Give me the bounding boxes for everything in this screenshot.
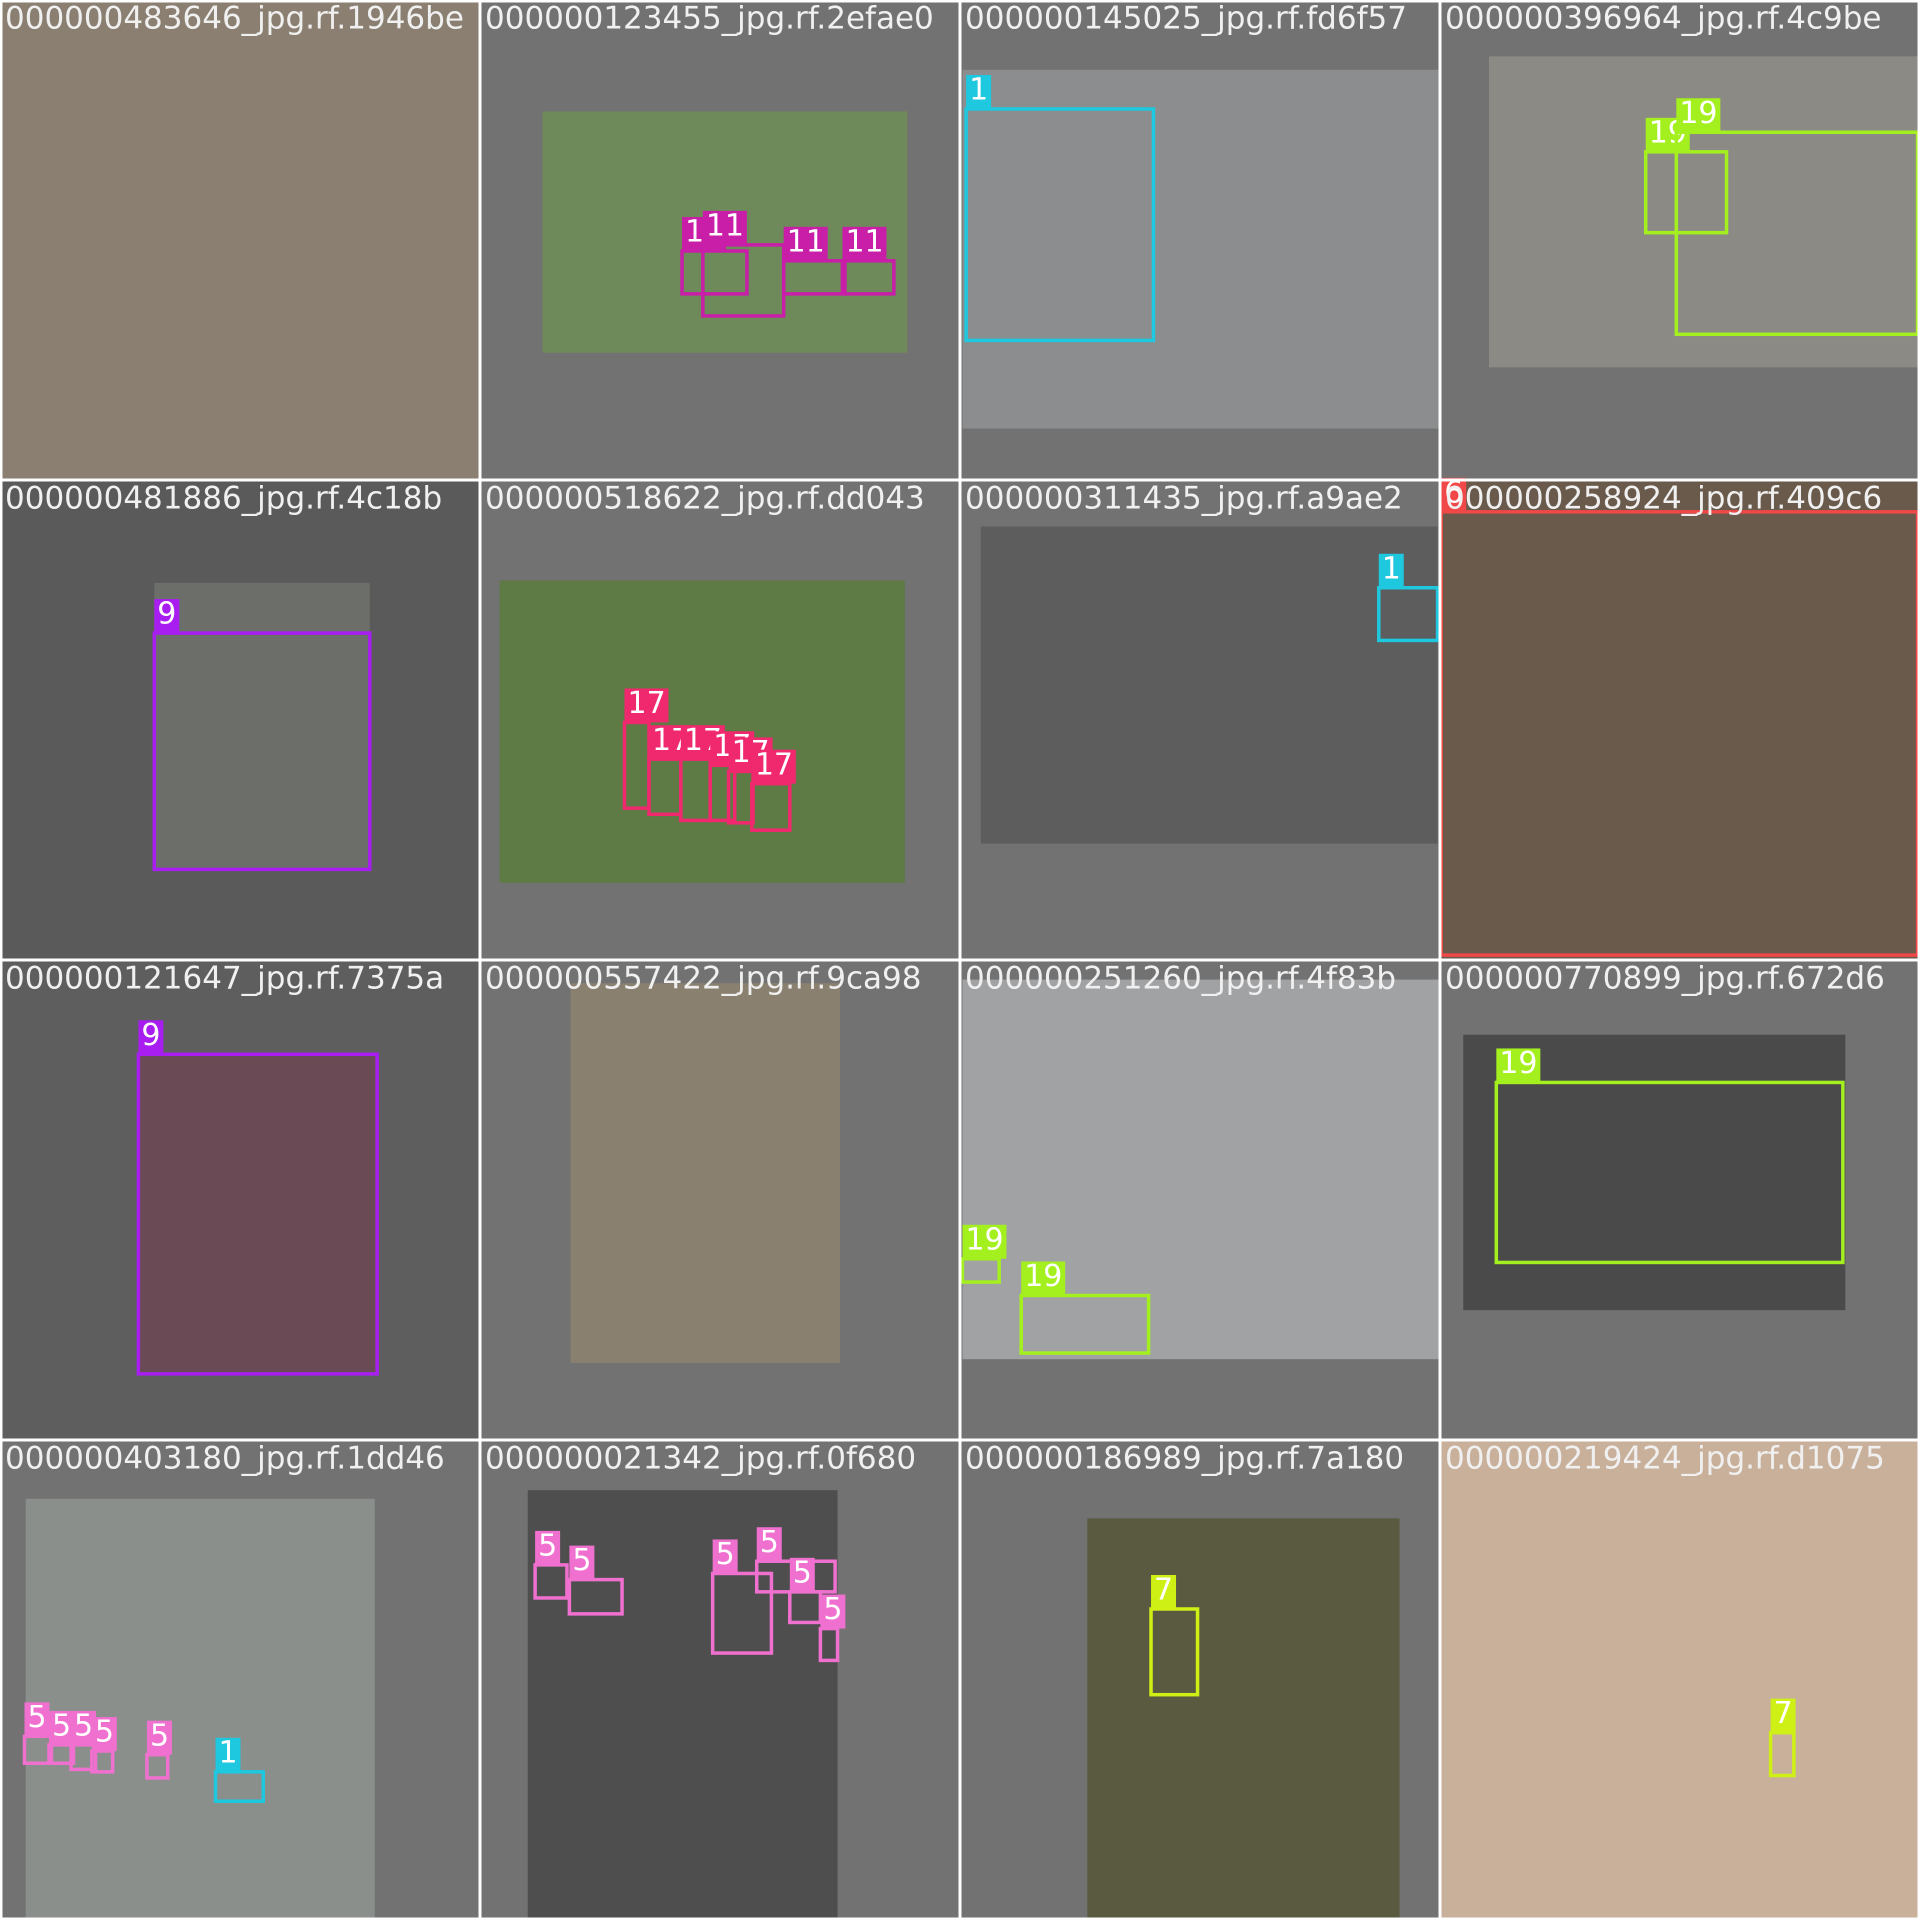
bounding-box: [1377, 586, 1440, 643]
class-label: 19: [1679, 96, 1717, 131]
class-label: 5: [716, 1537, 735, 1572]
label-tag: [1378, 553, 1404, 588]
label-tag: [751, 749, 796, 784]
filename: 000000186989_jpg.rf.7a180: [965, 1440, 1404, 1476]
image: [962, 979, 1439, 1360]
label-tag: [966, 74, 992, 109]
label-tag: [24, 1702, 50, 1737]
label-tag: [624, 688, 669, 723]
label-tag: [535, 1530, 561, 1565]
label-tag: [962, 1224, 1007, 1259]
image: [1441, 1440, 1920, 1920]
class-label: 6: [1444, 475, 1463, 510]
image: [962, 69, 1439, 429]
bounding-box: [136, 1052, 379, 1376]
class-label: 7: [1774, 1696, 1793, 1731]
class-label: 5: [760, 1525, 779, 1560]
bounding-box: [1019, 1293, 1151, 1355]
label-tag: [91, 1717, 117, 1752]
bounding-box: [1494, 1080, 1845, 1265]
filename: 000000311435_jpg.rf.a9ae2: [965, 480, 1403, 516]
class-label: 5: [95, 1715, 114, 1750]
class-label: 17: [627, 686, 665, 721]
class-label: 5: [823, 1592, 842, 1627]
image: [154, 582, 370, 870]
filename: 000000121647_jpg.rf.7375a: [5, 960, 444, 996]
filename: 000000481886_jpg.rf.4c18b: [5, 480, 442, 516]
filename: 000000123455_jpg.rf.2efae0: [485, 0, 934, 36]
class-label: 9: [141, 1018, 160, 1053]
image: [0, 0, 480, 480]
label-tag: [783, 226, 828, 261]
class-label: 17: [755, 747, 793, 782]
filename: 000000483646_jpg.rf.1946be: [5, 0, 464, 36]
image: [1441, 480, 1920, 960]
label-tag: [1151, 1574, 1177, 1609]
class-label: 19: [965, 1222, 1003, 1257]
label-tag: [842, 226, 887, 261]
bounding-box: [964, 107, 1156, 343]
class-label: 11: [845, 224, 883, 259]
filename: 000000145025_jpg.rf.fd6f57: [965, 0, 1407, 36]
filename: 000000396964_jpg.rf.4c9be: [1445, 0, 1882, 36]
label-tag: [215, 1737, 241, 1772]
filename: 000000021342_jpg.rf.0f680: [485, 1440, 916, 1476]
class-label: 1: [1382, 551, 1401, 586]
label-tag: [1441, 477, 1467, 512]
image: [25, 1498, 375, 1918]
class-label: 5: [27, 1700, 46, 1735]
filename: 000000557422_jpg.rf.9ca98: [485, 960, 921, 996]
bounding-box: [152, 631, 372, 872]
label-tag: [48, 1710, 74, 1745]
class-label: 7: [1154, 1573, 1173, 1608]
image: [138, 1054, 378, 1374]
class-label: 5: [793, 1555, 812, 1590]
filename: 000000251260_jpg.rf.4f83b: [965, 960, 1396, 996]
filename: 000000258924_jpg.rf.409c6: [1445, 480, 1882, 516]
filename: 000000518622_jpg.rf.dd043: [485, 480, 925, 516]
filename: 000000770899_jpg.rf.672d6: [1445, 960, 1885, 996]
label-tag: [1676, 98, 1721, 133]
label-tag: [1021, 1261, 1066, 1296]
label-tag: [756, 1527, 782, 1562]
label-tag: [1496, 1048, 1541, 1083]
filename: 000000219424_jpg.rf.d1075: [1445, 1440, 1885, 1476]
label-tag: [820, 1594, 846, 1629]
class-label: 5: [52, 1708, 71, 1743]
class-label: 5: [74, 1708, 93, 1743]
class-label: 5: [150, 1718, 169, 1753]
label-tag: [712, 1539, 738, 1574]
class-label: 19: [1024, 1259, 1062, 1294]
class-label: 1: [219, 1735, 238, 1770]
bounding-box: [567, 1577, 624, 1616]
label-tag: [702, 210, 747, 245]
image: [1087, 1518, 1400, 1918]
label-tag: [569, 1545, 595, 1580]
class-label: 11: [706, 208, 744, 243]
label-tag: [1770, 1698, 1796, 1733]
class-label: 5: [572, 1543, 591, 1578]
bounding-box: [710, 1571, 774, 1655]
class-label: 11: [787, 224, 825, 259]
image: [980, 526, 1438, 844]
class-label: 9: [157, 597, 176, 632]
filename: 000000403180_jpg.rf.1dd46: [5, 1440, 445, 1476]
label-tag: [138, 1020, 164, 1055]
class-label: 5: [538, 1528, 557, 1563]
label-tag: [146, 1720, 172, 1755]
class-label: 19: [1499, 1046, 1537, 1081]
image: [570, 983, 840, 1363]
class-label: 1: [969, 73, 988, 108]
label-tag: [154, 599, 180, 634]
label-tag: [789, 1557, 815, 1592]
